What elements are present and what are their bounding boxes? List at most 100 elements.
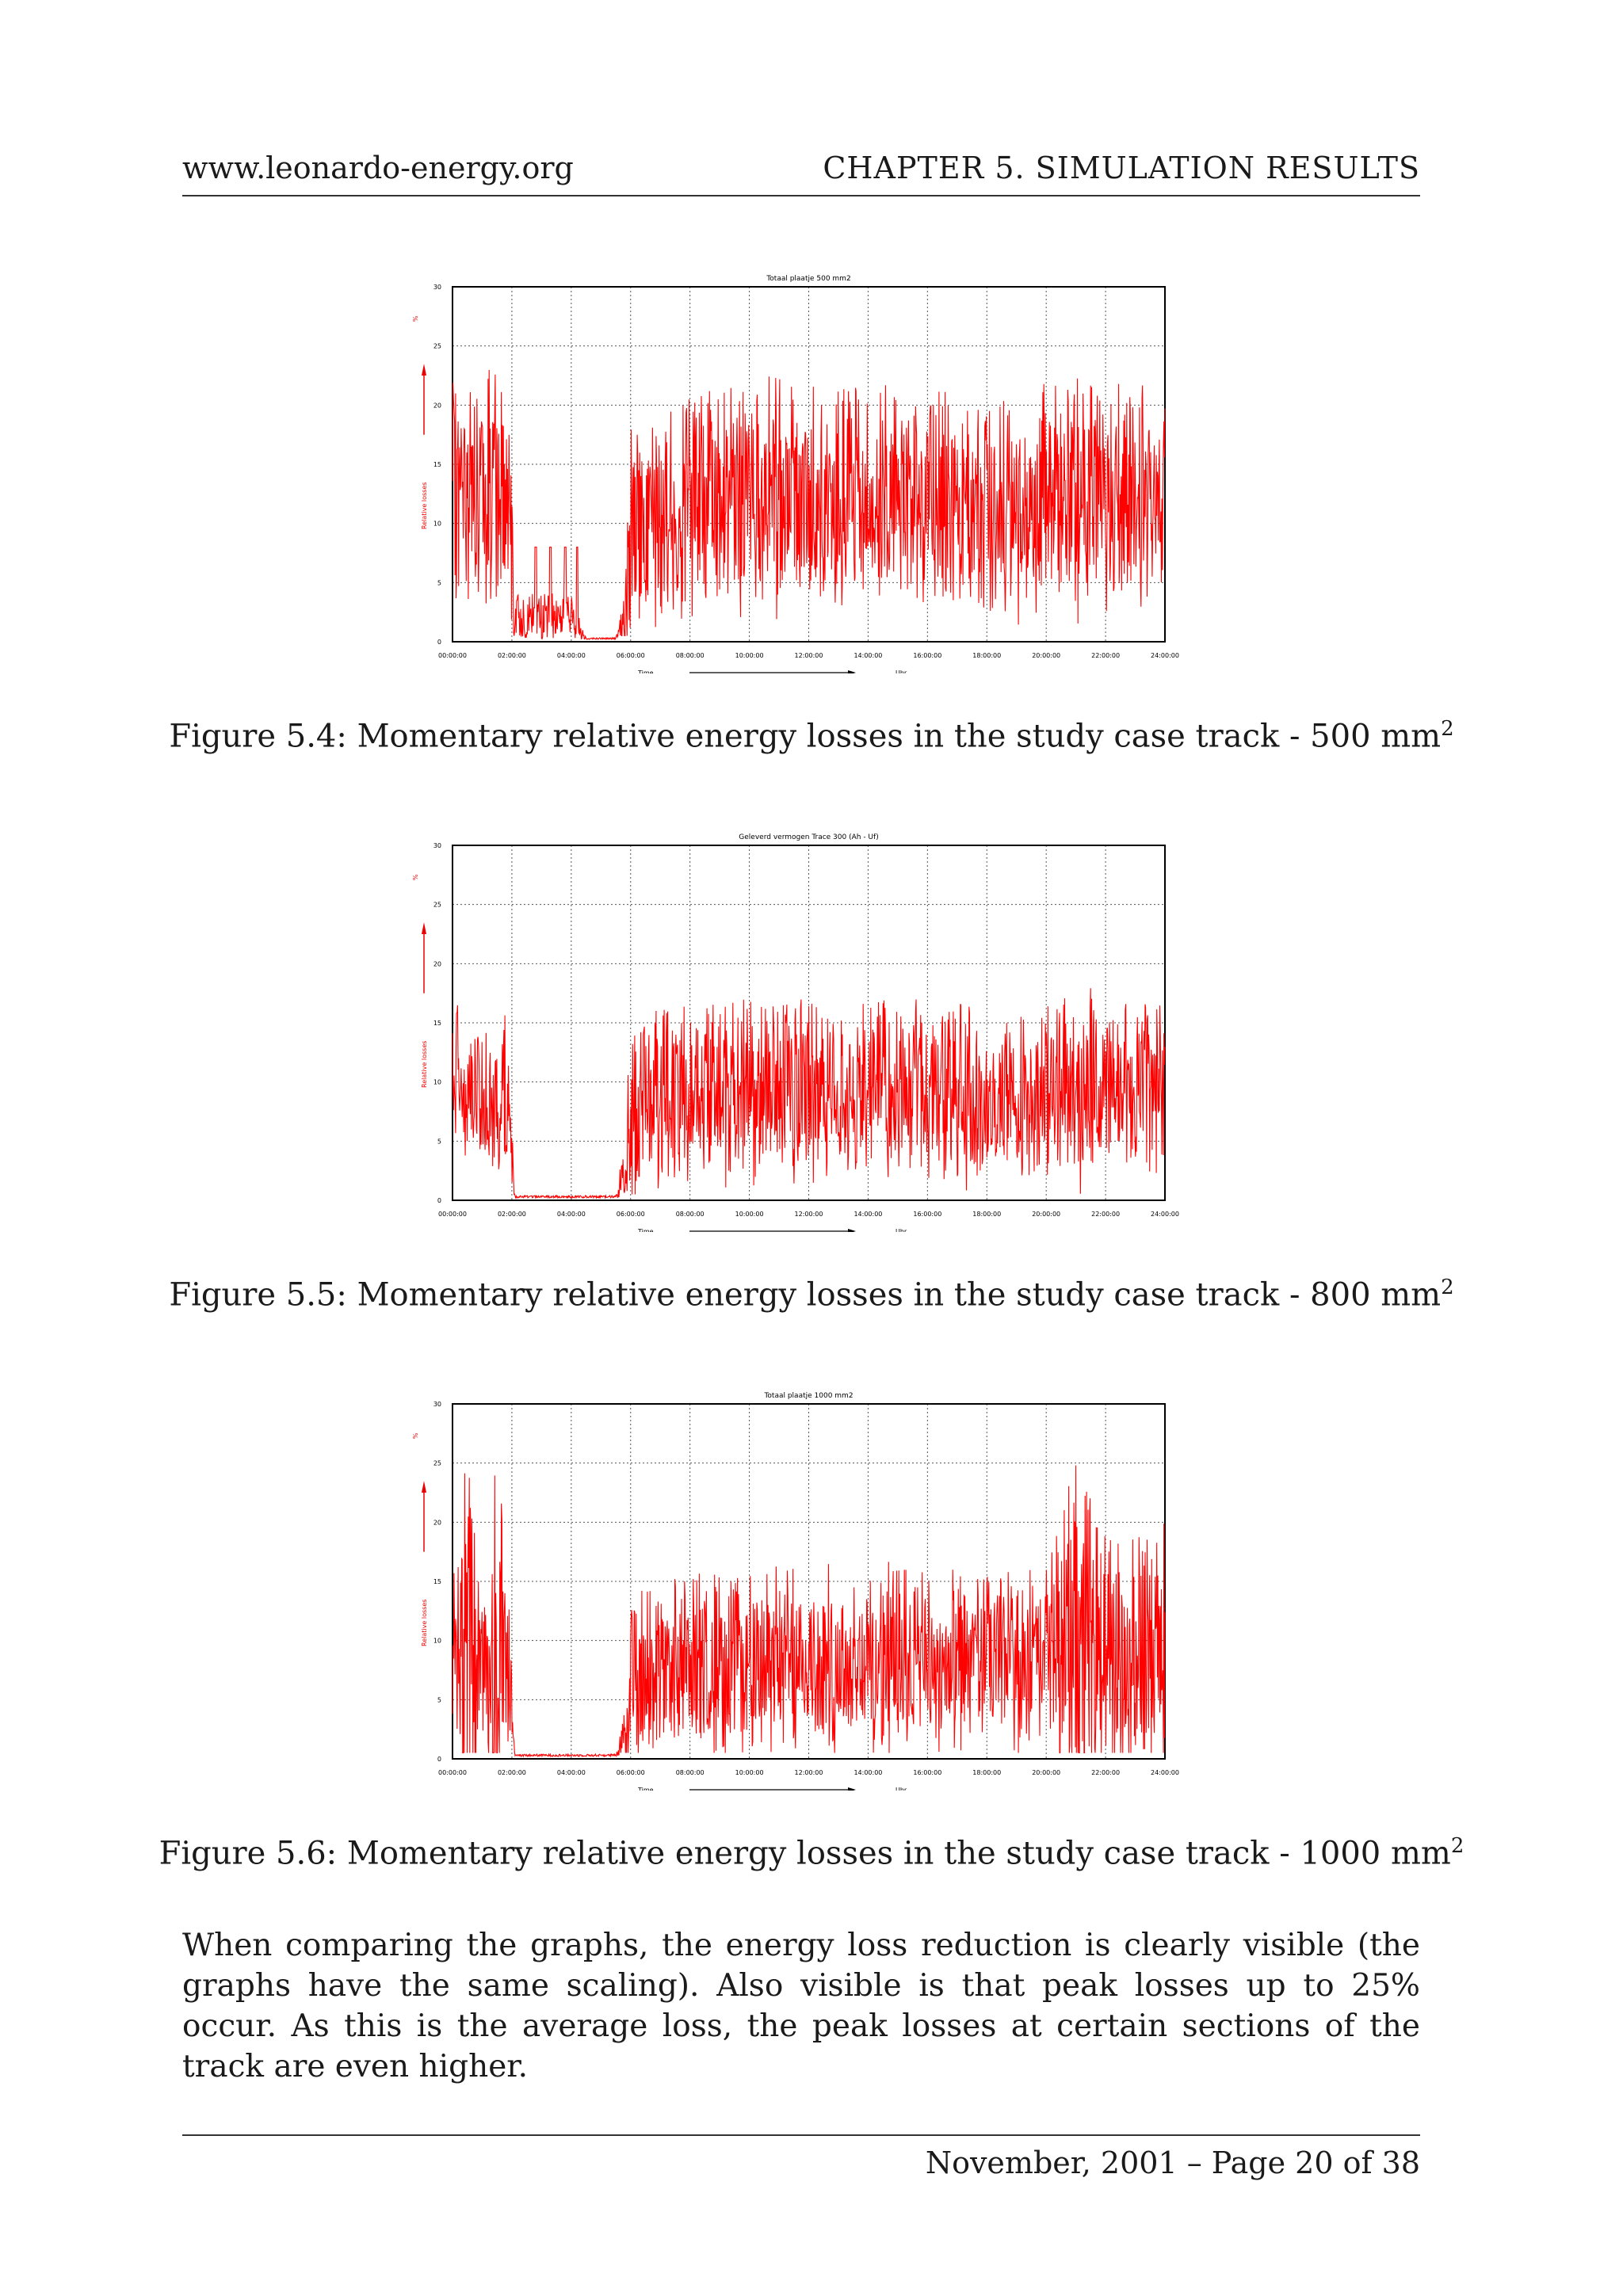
x-tick-label: 12:00:00 [795,1769,823,1776]
y-tick-label: 5 [437,579,441,586]
x-tick-label: 12:00:00 [795,1211,823,1218]
chart-500mm: Totaal plaatje 500 mm2 0 5 10 15 20 25 30 00:00:… [412,275,1179,673]
x-unit-label: Uhr [896,1787,907,1791]
y-tick-label: 30 [433,1401,441,1408]
x-tick-label: 18:00:00 [972,1211,1001,1218]
caption-sup: 2 [1441,1276,1454,1299]
x-tick-label: 02:00:00 [498,1211,526,1218]
x-tick-label: 16:00:00 [913,652,941,659]
x-tick-label: 22:00:00 [1091,1769,1120,1776]
x-axis-label: Time [637,669,654,673]
x-tick-label: 02:00:00 [498,652,526,659]
footer-rule [182,2134,1420,2136]
x-tick-label: 16:00:00 [913,1211,941,1218]
chart-800mm: Geleverd vermogen Trace 300 (Ah - Uf) 0 5 1… [412,833,1179,1232]
caption-sup: 2 [1441,717,1454,741]
y-tick-label: 25 [433,902,441,909]
x-tick-label: 22:00:00 [1091,1211,1120,1218]
y-arrowhead [422,922,426,934]
caption-text: Momentary relative energy losses in the … [346,1835,1451,1872]
y-tick-label: 5 [437,1696,441,1703]
x-tick-label: 10:00:00 [735,1769,764,1776]
y-tick-label: 0 [437,1197,441,1204]
x-tick-label: 20:00:00 [1032,652,1060,659]
x-tick-label: 00:00:00 [438,1211,467,1218]
y-tick-label: 15 [433,1578,441,1585]
header-chapter: CHAPTER 5. SIMULATION RESULTS [823,151,1420,185]
x-tick-label: 08:00:00 [676,1211,705,1218]
plot-frame [452,845,1166,1201]
x-tick-label: 02:00:00 [498,1769,526,1776]
figure-caption-5-6: Figure 5.6: Momentary relative energy lo… [0,1834,1623,1871]
body-paragraph: When comparing the graphs, the energy lo… [182,1928,1420,2084]
y-tick-label: 25 [433,1460,441,1467]
chart-title: Totaal plaatje 1000 mm2 [763,1392,853,1400]
y-axis-label: Relative losses [421,1600,428,1646]
x-tick-label: 00:00:00 [438,652,467,659]
caption-prefix: Figure 5.4: [169,718,347,755]
x-tick-label: 06:00:00 [617,1211,645,1218]
x-unit-label: Uhr [896,1228,907,1232]
figure-5-4: Totaal plaatje 500 mm2 0 5 10 15 20 25 30 00:00:… [408,269,1201,673]
y-tick-label: 20 [433,960,441,967]
y-tick-label: 5 [437,1138,441,1145]
x-tick-label: 04:00:00 [557,652,586,659]
series-line [452,1465,1166,1758]
chart-1000mm: Totaal plaatje 1000 mm2 0 5 10 15 20 25 30 00:00… [412,1392,1179,1791]
x-axis-label: Time [637,1787,654,1791]
y-tick-label: 30 [433,842,441,849]
x-tick-label: 10:00:00 [735,652,764,659]
y-tick-label: 0 [437,639,441,646]
y-tick-label: 10 [433,521,441,528]
x-arrowhead [848,1229,856,1232]
y-unit: % [412,1432,419,1439]
chart-title: Geleverd vermogen Trace 300 (Ah - Uf) [739,833,878,841]
y-unit: % [412,874,419,880]
y-tick-label: 30 [433,284,441,291]
x-tick-label: 24:00:00 [1151,1211,1179,1218]
x-axis-label: Time [637,1228,654,1232]
caption-sup: 2 [1450,1834,1465,1858]
series-line [452,988,1166,1199]
x-tick-label: 20:00:00 [1032,1211,1060,1218]
caption-prefix: Figure 5.5: [169,1276,347,1314]
x-arrowhead [848,670,856,673]
y-tick-label: 10 [433,1638,441,1645]
chart-title: Totaal plaatje 500 mm2 [766,275,850,283]
x-tick-label: 08:00:00 [676,652,705,659]
y-axis-label: Relative losses [421,482,428,529]
x-tick-label: 12:00:00 [795,652,823,659]
header-website: www.leonardo-energy.org [182,151,574,185]
y-tick-label: 25 [433,343,441,350]
y-tick-label: 15 [433,461,441,468]
x-tick-label: 04:00:00 [557,1211,586,1218]
y-tick-label: 10 [433,1079,441,1086]
caption-text: Momentary relative energy losses in the … [357,718,1442,755]
y-tick-label: 20 [433,1519,441,1526]
figure-caption-5-5: Figure 5.5: Momentary relative energy lo… [0,1276,1623,1313]
x-tick-label: 24:00:00 [1151,1769,1179,1776]
page-header: www.leonardo-energy.org CHAPTER 5. SIMUL… [182,151,1420,196]
x-tick-label: 16:00:00 [913,1769,941,1776]
x-tick-label: 14:00:00 [854,1211,882,1218]
x-tick-label: 18:00:00 [972,1769,1001,1776]
figure-caption-5-4: Figure 5.4: Momentary relative energy lo… [0,717,1623,754]
series-line [452,369,1166,641]
y-tick-label: 15 [433,1020,441,1027]
x-tick-label: 20:00:00 [1032,1769,1060,1776]
x-tick-label: 24:00:00 [1151,652,1179,659]
caption-text: Momentary relative energy losses in the … [357,1276,1442,1314]
x-tick-label: 06:00:00 [617,652,645,659]
x-tick-label: 22:00:00 [1091,652,1120,659]
y-axis-label: Relative losses [421,1041,428,1088]
x-arrowhead [848,1787,856,1791]
plot-frame [452,1403,1166,1760]
x-tick-label: 06:00:00 [617,1769,645,1776]
x-tick-label: 00:00:00 [438,1769,467,1776]
y-unit: % [412,315,419,322]
x-tick-label: 04:00:00 [557,1769,586,1776]
y-arrowhead [422,1481,426,1493]
x-tick-label: 18:00:00 [972,652,1001,659]
x-tick-label: 10:00:00 [735,1211,764,1218]
figure-5-5: Geleverd vermogen Trace 300 (Ah - Uf) 0 5 1… [408,828,1201,1232]
